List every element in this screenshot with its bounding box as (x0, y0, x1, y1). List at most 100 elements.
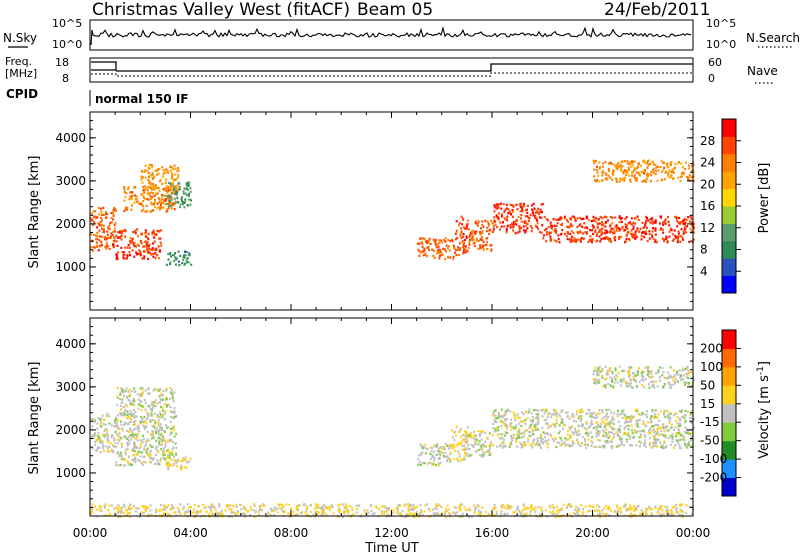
velocity-cell (438, 452, 441, 455)
power-cell (156, 202, 159, 205)
velocity-cell (188, 460, 191, 463)
velocity-cell (215, 511, 218, 514)
velocity-cell (633, 504, 636, 508)
nsky-panel-frame (89, 19, 694, 51)
velocity-cell (576, 438, 578, 441)
power-cell (639, 164, 642, 167)
velocity-cell (599, 370, 602, 373)
power-cell (680, 162, 683, 165)
velocity-cell (175, 432, 178, 435)
power-cell (522, 205, 525, 208)
power-cell (462, 217, 465, 220)
velocity-cell (602, 444, 605, 447)
velocity-cell (463, 456, 466, 459)
velocity-cell (138, 459, 141, 462)
power-cell (654, 229, 657, 232)
velocity-cell (124, 409, 127, 412)
power-cell (109, 222, 111, 225)
velocity-cell (473, 504, 476, 507)
power-cell (170, 196, 173, 200)
velocity-cell (560, 420, 563, 423)
power-cell (636, 166, 639, 169)
velocity-cell (654, 415, 657, 418)
power-cell (477, 224, 480, 227)
velocity-cell (660, 505, 663, 508)
power-cell (557, 218, 560, 221)
power-cell (455, 253, 458, 256)
power-cell (421, 243, 424, 246)
velocity-cell (157, 461, 160, 464)
velocity-cell (253, 515, 256, 518)
velocity-cell (120, 437, 123, 440)
velocity-cell (555, 418, 558, 422)
power-cell (90, 246, 92, 249)
velocity-cell (160, 394, 163, 397)
velocity-cell (474, 509, 476, 512)
velocity-cell (650, 417, 653, 420)
velocity-cell (209, 515, 212, 518)
velocity-cell (158, 436, 161, 439)
power-cell (508, 210, 511, 213)
velocity-cell (609, 440, 612, 443)
velocity-cell (608, 435, 611, 438)
power-cell (182, 190, 185, 193)
velocity-cell (653, 430, 656, 433)
velocity-cell (602, 421, 605, 424)
velocity-cell (126, 417, 129, 420)
power-cell (146, 236, 149, 239)
velocity-cell (142, 512, 145, 515)
velocity-cell (130, 507, 133, 510)
power-cell (178, 264, 181, 267)
power-cell (146, 248, 148, 251)
power-cell (541, 224, 544, 227)
velocity-cell (227, 504, 230, 507)
velocity-cell (497, 429, 500, 432)
velocity-cell (120, 455, 123, 458)
power-cell (628, 174, 631, 177)
velocity-cell (531, 421, 534, 424)
velocity-cell (590, 440, 593, 443)
velocity-cell (676, 370, 679, 373)
velocity-cell (489, 445, 491, 448)
power-cell (526, 215, 529, 218)
velocity-cell (464, 433, 467, 436)
velocity-cell (663, 376, 666, 379)
velocity-cell (132, 404, 135, 407)
power-cell (533, 207, 536, 211)
velocity-cell (631, 444, 634, 447)
power-cell (593, 168, 596, 171)
velocity-cell (682, 437, 685, 441)
velocity-cell (506, 512, 509, 515)
velocity-cell (280, 508, 283, 511)
power-cell (583, 222, 586, 225)
velocity-cell (290, 508, 293, 511)
velocity-cell (175, 514, 178, 517)
power-cell (190, 199, 192, 202)
power-cell (146, 186, 149, 189)
velocity-cell (506, 425, 509, 428)
power-cell (147, 238, 150, 241)
velocity-cell (655, 439, 658, 442)
velocity-cell (612, 386, 615, 389)
velocity-cell (130, 418, 133, 421)
power-colorbar-swatch (722, 223, 736, 242)
velocity-cell (157, 432, 160, 435)
power-cell (154, 199, 156, 202)
power-colorbar-tick-label: 12 (700, 221, 715, 235)
velocity-cell (646, 508, 648, 511)
power-cell (177, 200, 180, 204)
velocity-cell (474, 443, 477, 446)
power-cell (139, 202, 142, 205)
power-cell (615, 229, 618, 232)
velocity-cell (123, 411, 126, 414)
velocity-cell (94, 505, 96, 508)
power-cell (577, 231, 579, 235)
power-cell (594, 230, 597, 233)
power-cell (150, 187, 153, 190)
power-cell (511, 215, 514, 218)
velocity-cell (322, 509, 325, 512)
power-cell (613, 230, 616, 233)
velocity-cell (118, 435, 121, 439)
power-cell (618, 180, 621, 183)
velocity-cell (621, 416, 624, 419)
